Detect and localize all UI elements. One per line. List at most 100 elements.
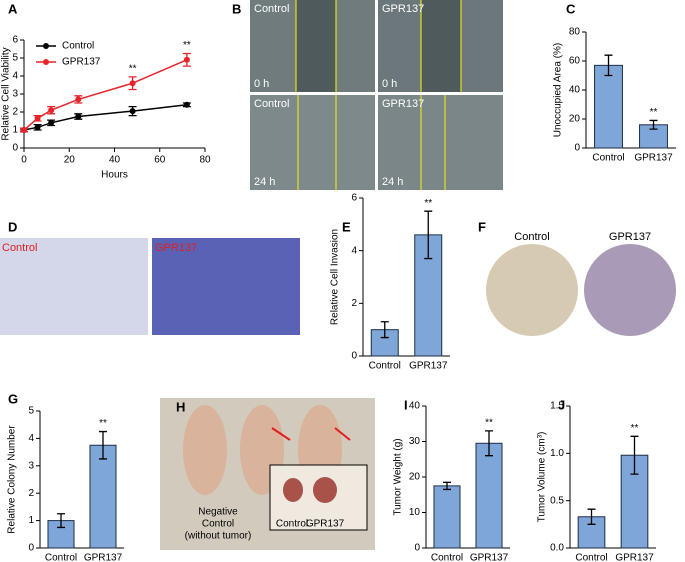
point: [75, 96, 82, 103]
annotation: **: [485, 417, 493, 428]
panel-letter: D: [8, 219, 17, 234]
image-label: Control: [514, 231, 549, 243]
y-tick-label: 0: [574, 143, 580, 154]
annotation: **: [99, 418, 107, 429]
x-tick-label: Control: [45, 553, 77, 562]
error-bar: [99, 430, 107, 460]
panel-letter: G: [8, 391, 18, 406]
y-axis-label: Unoccupied Area (%): [553, 43, 564, 138]
y-axis-label: Tumor Volume (cm³): [537, 432, 548, 523]
image-label: Control: [276, 519, 308, 530]
y-tick-label: 20: [569, 114, 581, 125]
image-label: GPR137: [382, 3, 424, 15]
error-bar: [649, 119, 658, 130]
y-tick-label: 30: [409, 436, 421, 447]
tumor: [313, 477, 337, 503]
bar: [433, 485, 461, 549]
image-label: GPR137: [382, 98, 424, 110]
x-tick-label: 20: [64, 155, 76, 166]
image-label: Negative: [198, 507, 238, 518]
panel-letter: I: [404, 397, 408, 412]
y-axis-label: Relative Cell Viability: [1, 47, 12, 140]
gap: [296, 0, 336, 92]
image-label: GPR137: [609, 231, 651, 243]
y-tick-label: 4: [28, 433, 34, 444]
point: [183, 56, 190, 63]
y-tick-label: 0.0: [550, 543, 564, 554]
x-tick-label: GPR137: [634, 153, 673, 164]
image-label: 24 h: [254, 176, 275, 188]
y-axis-label: Relative Cell Invasion: [330, 229, 341, 325]
point: [129, 80, 136, 87]
image: [584, 244, 676, 336]
y-tick-label: 4: [12, 71, 18, 82]
error-bar: [443, 481, 451, 491]
error-bar: [587, 508, 596, 525]
error-bar: [604, 54, 613, 77]
y-axis-label: Relative Colony Number: [7, 425, 18, 534]
annotation: **: [650, 107, 658, 118]
y-tick-label: 2: [12, 107, 18, 118]
arrows: [271, 427, 351, 441]
y-tick-label: 0.5: [550, 495, 564, 506]
y-tick-label: 0: [414, 543, 420, 554]
point: [48, 107, 55, 114]
legend-marker: [43, 43, 49, 49]
y-tick-label: 40: [409, 401, 421, 412]
y-tick-label: 5: [12, 53, 18, 64]
image-label: GPR137: [155, 242, 197, 254]
y-tick-label: 2: [28, 488, 34, 499]
panel-letter: F: [478, 219, 486, 234]
mouse: [183, 405, 227, 495]
x-tick-label: GPR137: [470, 553, 509, 562]
wound-images: [250, 0, 503, 190]
panel-letter: A: [8, 1, 18, 16]
error-bar: [630, 435, 639, 475]
x-tick-label: GPR137: [615, 553, 654, 562]
panel-letter: E: [342, 219, 351, 234]
error-bar: [424, 210, 433, 260]
annotation: **: [129, 64, 137, 75]
bar: [475, 442, 503, 549]
image-label: 0 h: [382, 78, 397, 90]
image-label: 0 h: [254, 78, 269, 90]
y-tick-label: 40: [569, 85, 581, 96]
image: [486, 244, 578, 336]
image: [378, 95, 503, 190]
x-tick-label: Control: [575, 553, 607, 562]
y-tick-label: 10: [409, 507, 421, 518]
image: [0, 238, 148, 335]
image-label: (without tumor): [185, 531, 252, 542]
y-tick-label: 0: [12, 143, 18, 154]
panel-letter: C: [566, 1, 576, 16]
tumor: [283, 478, 303, 502]
y-tick-label: 3: [12, 89, 18, 100]
panel-letter: H: [176, 399, 185, 414]
legend-label: Control: [62, 41, 94, 52]
x-tick-label: Control: [592, 153, 624, 164]
panel-letter: J: [558, 397, 565, 412]
y-tick-label: 60: [569, 56, 581, 67]
x-tick-label: GPR137: [84, 553, 123, 562]
annotation: **: [631, 423, 639, 434]
error-bar: [57, 513, 65, 529]
point: [183, 101, 190, 108]
image-label: Control: [202, 519, 234, 530]
image: [152, 238, 300, 335]
error-bar: [380, 321, 389, 339]
y-tick-label: 4: [351, 245, 357, 256]
point: [129, 108, 136, 115]
x-tick-label: 40: [109, 155, 121, 166]
gap: [421, 0, 461, 92]
y-tick-label: 3: [28, 460, 34, 471]
point: [34, 115, 41, 122]
bar: [89, 444, 117, 549]
x-tick-label: 0: [21, 155, 27, 166]
y-tick-label: 2: [351, 298, 357, 309]
legend-marker: [43, 59, 49, 65]
panel-letter: B: [232, 1, 241, 16]
y-tick-label: 6: [12, 35, 18, 46]
x-tick-label: GPR137: [409, 361, 448, 372]
y-tick-label: 1.0: [550, 448, 564, 459]
